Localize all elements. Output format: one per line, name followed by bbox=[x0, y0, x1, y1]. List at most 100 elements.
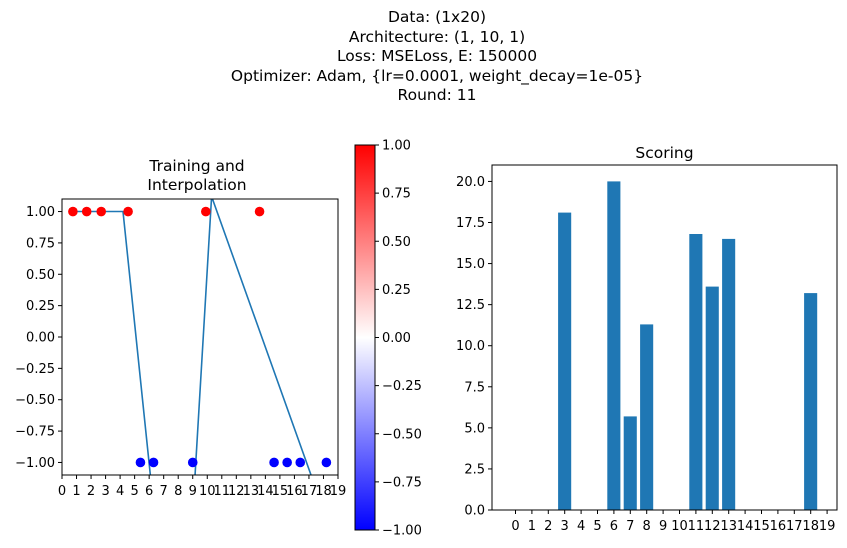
x-tick-label: 9 bbox=[189, 484, 197, 499]
chart-title-line-2: Interpolation bbox=[147, 176, 246, 194]
x-tick-label: 4 bbox=[116, 484, 124, 499]
x-tick-label: 5 bbox=[593, 519, 601, 534]
data-point bbox=[295, 457, 306, 468]
figure-title: Data: (1x20) Architecture: (1, 10, 1) Lo… bbox=[0, 8, 847, 106]
colorbar: −1.00 −0.75 −0.50 −0.25 0.00 0.25 0.50 0.75 1.00 bbox=[354, 139, 422, 539]
x-tick-label: 2 bbox=[87, 484, 95, 499]
x-tick-label: 13 bbox=[720, 519, 737, 534]
x-tick-label: 6 bbox=[145, 484, 153, 499]
x-tick-label: 13 bbox=[243, 484, 260, 499]
title-line-round: Round: 11 bbox=[397, 86, 477, 104]
x-tick-label: 18 bbox=[315, 484, 332, 499]
training-points bbox=[68, 206, 332, 468]
colorbar-tick-label: −1.00 bbox=[382, 524, 422, 539]
y-axis-ticks: 0.0 2.5 5.0 7.5 10.0 12.5 15.0 17.5 20.0 bbox=[456, 175, 492, 519]
y-tick-label: 15.0 bbox=[456, 257, 485, 272]
x-tick-label: 3 bbox=[561, 519, 569, 534]
score-bar bbox=[722, 238, 736, 510]
score-bar bbox=[558, 212, 572, 510]
data-point bbox=[187, 457, 198, 468]
colorbar-tick-label: −0.50 bbox=[382, 427, 422, 442]
plot-frame bbox=[491, 164, 838, 511]
title-line-optimizer: Optimizer: Adam, {lr=0.0001, weight_deca… bbox=[230, 66, 644, 85]
y-tick-label: 0.00 bbox=[26, 331, 55, 346]
x-tick-label: 12 bbox=[704, 519, 721, 534]
interpolation-chart: Training and Interpolation 0 1 2 3 4 5 6 7 8 9 101… bbox=[15, 157, 346, 499]
score-bar bbox=[689, 234, 703, 510]
y-tick-label: 10.0 bbox=[456, 339, 485, 354]
y-tick-label: 0.75 bbox=[26, 236, 55, 251]
x-tick-label: 9 bbox=[659, 519, 667, 534]
data-point bbox=[81, 206, 92, 217]
x-tick-label: 2 bbox=[544, 519, 552, 534]
y-tick-label: 1.00 bbox=[26, 205, 55, 220]
y-tick-label: −0.25 bbox=[15, 362, 55, 377]
y-tick-label: 7.5 bbox=[464, 380, 485, 395]
data-point bbox=[282, 457, 292, 468]
title-line-architecture: Architecture: (1, 10, 1) bbox=[348, 27, 526, 46]
chart-title: Scoring bbox=[635, 144, 693, 162]
x-tick-label: 16 bbox=[286, 484, 303, 499]
score-bar bbox=[804, 293, 818, 510]
chart-title-line-1: Training and bbox=[148, 157, 244, 175]
colorbar-tick-label: −0.25 bbox=[382, 379, 422, 394]
x-tick-label: 14 bbox=[737, 519, 754, 534]
colorbar-ticks: −1.00 −0.75 −0.50 −0.25 0.00 0.25 0.50 0.75 1.00 bbox=[375, 139, 422, 539]
y-tick-label: 20.0 bbox=[456, 175, 485, 190]
y-tick-label: 12.5 bbox=[456, 298, 485, 313]
data-point bbox=[148, 457, 159, 468]
x-tick-label: 11 bbox=[688, 519, 705, 534]
x-tick-label: 7 bbox=[160, 484, 168, 499]
data-point bbox=[201, 206, 211, 217]
x-tick-label: 1 bbox=[528, 519, 536, 534]
y-tick-label: 0.25 bbox=[26, 299, 55, 314]
x-tick-label: 15 bbox=[753, 519, 770, 534]
score-bar bbox=[640, 324, 654, 510]
y-tick-label: 0.50 bbox=[26, 268, 55, 283]
x-tick-label: 0 bbox=[511, 519, 519, 534]
x-tick-label: 6 bbox=[610, 519, 618, 534]
data-point bbox=[135, 457, 146, 468]
x-tick-label: 14 bbox=[257, 484, 274, 499]
x-tick-label: 4 bbox=[577, 519, 585, 534]
x-tick-label: 11 bbox=[214, 484, 231, 499]
x-tick-label: 1 bbox=[72, 484, 80, 499]
interpolation-line bbox=[72, 199, 312, 475]
data-point bbox=[68, 206, 78, 217]
score-bars bbox=[558, 181, 818, 510]
colorbar-gradient bbox=[355, 145, 375, 530]
x-tick-label: 19 bbox=[330, 484, 347, 499]
y-tick-label: 5.0 bbox=[464, 421, 485, 436]
score-bar bbox=[623, 416, 637, 510]
x-tick-label: 7 bbox=[626, 519, 634, 534]
data-point bbox=[96, 206, 107, 217]
title-line-data: Data: (1x20) bbox=[387, 8, 486, 26]
x-tick-label: 8 bbox=[174, 484, 182, 499]
data-point bbox=[123, 206, 133, 217]
y-tick-label: −0.50 bbox=[15, 393, 55, 408]
y-tick-label: −0.75 bbox=[15, 425, 55, 440]
x-tick-label: 12 bbox=[228, 484, 245, 499]
y-tick-label: 17.5 bbox=[456, 216, 485, 231]
colorbar-tick-label: −0.75 bbox=[382, 475, 422, 490]
x-tick-label: 19 bbox=[819, 519, 836, 534]
colorbar-tick-label: 0.25 bbox=[382, 283, 411, 298]
x-tick-label: 10 bbox=[199, 484, 216, 499]
data-point bbox=[321, 457, 332, 468]
data-point bbox=[269, 457, 279, 468]
scoring-chart: Scoring 0.02.55.07.510.012.515.017.520.0… bbox=[456, 144, 838, 534]
x-tick-label: 3 bbox=[101, 484, 109, 499]
colorbar-tick-label: 0.00 bbox=[382, 331, 411, 346]
data-point bbox=[254, 206, 265, 217]
x-tick-label: 10 bbox=[671, 519, 688, 534]
x-tick-label: 18 bbox=[802, 519, 819, 534]
colorbar-tick-label: 1.00 bbox=[382, 139, 411, 154]
x-tick-label: 17 bbox=[301, 484, 318, 499]
colorbar-tick-label: 0.50 bbox=[382, 235, 411, 250]
plot-frame bbox=[61, 198, 339, 476]
y-axis-ticks: −1.00 −0.75 −0.50 −0.25 0.00 0.25 0.50 0.75 1.00 bbox=[15, 205, 62, 471]
x-tick-label: 17 bbox=[786, 519, 803, 534]
